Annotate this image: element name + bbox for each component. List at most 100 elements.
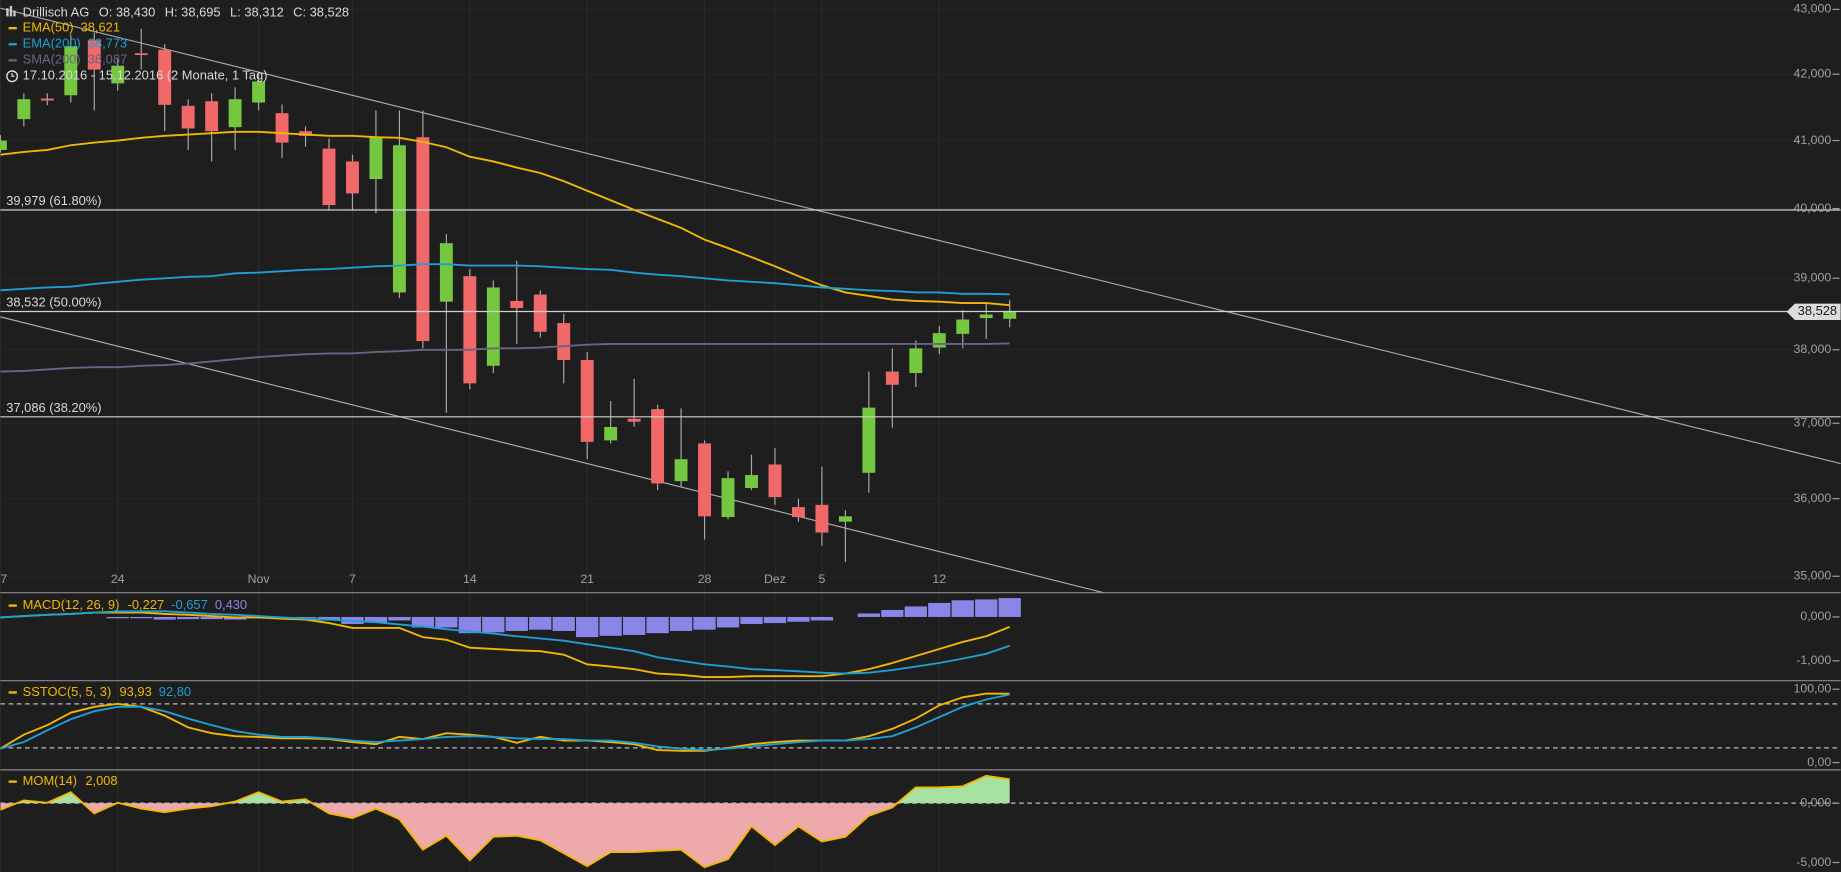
histogram-bar [177, 616, 200, 620]
y-tick-label: 40,000 [1794, 201, 1832, 215]
level-label: 37,086 (38.20%) [6, 400, 101, 415]
candle-body [252, 81, 266, 103]
candle-body [369, 137, 383, 180]
histogram-bar [622, 616, 646, 635]
y-tick-label: 43,000 [1794, 2, 1832, 16]
y-tick-label: 39,000 [1794, 271, 1832, 285]
moving-average-line [0, 130, 1010, 307]
x-tick-label: 17 [0, 572, 7, 586]
histogram-bar [435, 616, 458, 628]
y-tick-label: 0,000 [1800, 609, 1831, 623]
candle-body [17, 99, 31, 120]
candle-body [557, 323, 571, 360]
candle-body [651, 409, 665, 484]
histogram-bar [364, 616, 388, 623]
histogram-bar [411, 616, 435, 628]
histogram-bar [294, 616, 317, 618]
candle-body [932, 333, 946, 348]
candle-body [87, 40, 101, 70]
histogram-bar [482, 616, 505, 633]
last-price-tag [1786, 303, 1841, 321]
histogram-bar [599, 616, 622, 636]
candle-body [791, 507, 805, 518]
y-tick-label: -1,000 [1796, 653, 1831, 667]
trend-line [0, 316, 1104, 594]
area-negative [0, 803, 1010, 868]
candle-body [0, 140, 7, 150]
x-tick-label: 12 [932, 572, 946, 586]
y-tick-label: 37,000 [1794, 415, 1832, 429]
ohlc-label: H: 38,695 [165, 4, 221, 19]
candle-body [439, 243, 453, 302]
candle-body [322, 148, 336, 206]
histogram-bar [998, 598, 1021, 617]
histogram-bar [106, 616, 129, 619]
x-tick-label: 7 [349, 572, 356, 586]
candle-body [721, 478, 735, 518]
x-tick-label: Dez [764, 572, 786, 586]
candle-body [275, 113, 289, 143]
histogram-bar [458, 616, 481, 634]
x-tick-label: 21 [580, 572, 594, 586]
histogram-bar [951, 600, 974, 617]
histogram-bar [881, 609, 904, 617]
candle-body [815, 504, 829, 533]
legend-value: 2,008 [85, 773, 117, 788]
histogram-bar [740, 616, 763, 624]
candle-body [510, 300, 524, 309]
histogram-bar [130, 616, 153, 619]
x-tick-label: 24 [111, 572, 125, 586]
histogram-bar [505, 616, 528, 631]
histogram-bar [904, 606, 927, 617]
candle-body [64, 46, 78, 96]
histogram-bar [552, 616, 575, 631]
candle-body [627, 418, 641, 422]
histogram-bar [153, 616, 176, 620]
histogram-bar [716, 616, 740, 628]
trend-line [0, 7, 1841, 465]
y-tick-label: 100,00 [1794, 681, 1832, 695]
x-tick-label: 14 [463, 572, 477, 586]
candle-body [134, 53, 148, 56]
legend-value: 38,087 [88, 52, 127, 67]
candle-body [486, 287, 500, 366]
legend-value: 38,773 [88, 36, 127, 51]
indicator-line [0, 693, 1010, 752]
candle-body [346, 161, 359, 194]
x-tick-label: 5 [818, 572, 825, 586]
histogram-bar [576, 616, 599, 638]
legend-label: SSTOC(5, 5, 3) [23, 684, 112, 699]
histogram-bar [529, 616, 552, 630]
chart-icon [6, 5, 16, 17]
histogram-bar [646, 616, 669, 634]
candle-body [768, 464, 782, 498]
y-tick-label: 38,000 [1794, 342, 1832, 356]
candle-body [416, 137, 430, 342]
moving-average-line [0, 263, 1010, 296]
ohlc-label: L: 38,312 [230, 4, 284, 19]
histogram-bar [693, 616, 716, 630]
y-tick-label: 41,000 [1794, 133, 1832, 147]
candle-body [674, 459, 688, 482]
candle-body [956, 319, 970, 334]
indicator-line [0, 774, 1010, 869]
ohlc-label: O: 38,430 [99, 4, 156, 19]
ohlc-label: C: 38,528 [293, 4, 349, 19]
histogram-bar [388, 616, 411, 621]
histogram-bar [787, 616, 810, 622]
candle-body [745, 475, 758, 488]
legend-label: EMA(200) [23, 36, 81, 51]
y-tick-label: 36,000 [1794, 491, 1832, 505]
legend-label: MACD(12, 26, 9) [23, 597, 120, 612]
histogram-bar [857, 613, 881, 617]
clock-icon [6, 70, 19, 83]
histogram-bar [763, 616, 787, 624]
y-tick-label: -5,000 [1796, 855, 1831, 869]
candle-body [604, 426, 618, 441]
level-label: 38,532 (50.00%) [6, 295, 101, 310]
legend-label: EMA(50) [23, 20, 74, 35]
